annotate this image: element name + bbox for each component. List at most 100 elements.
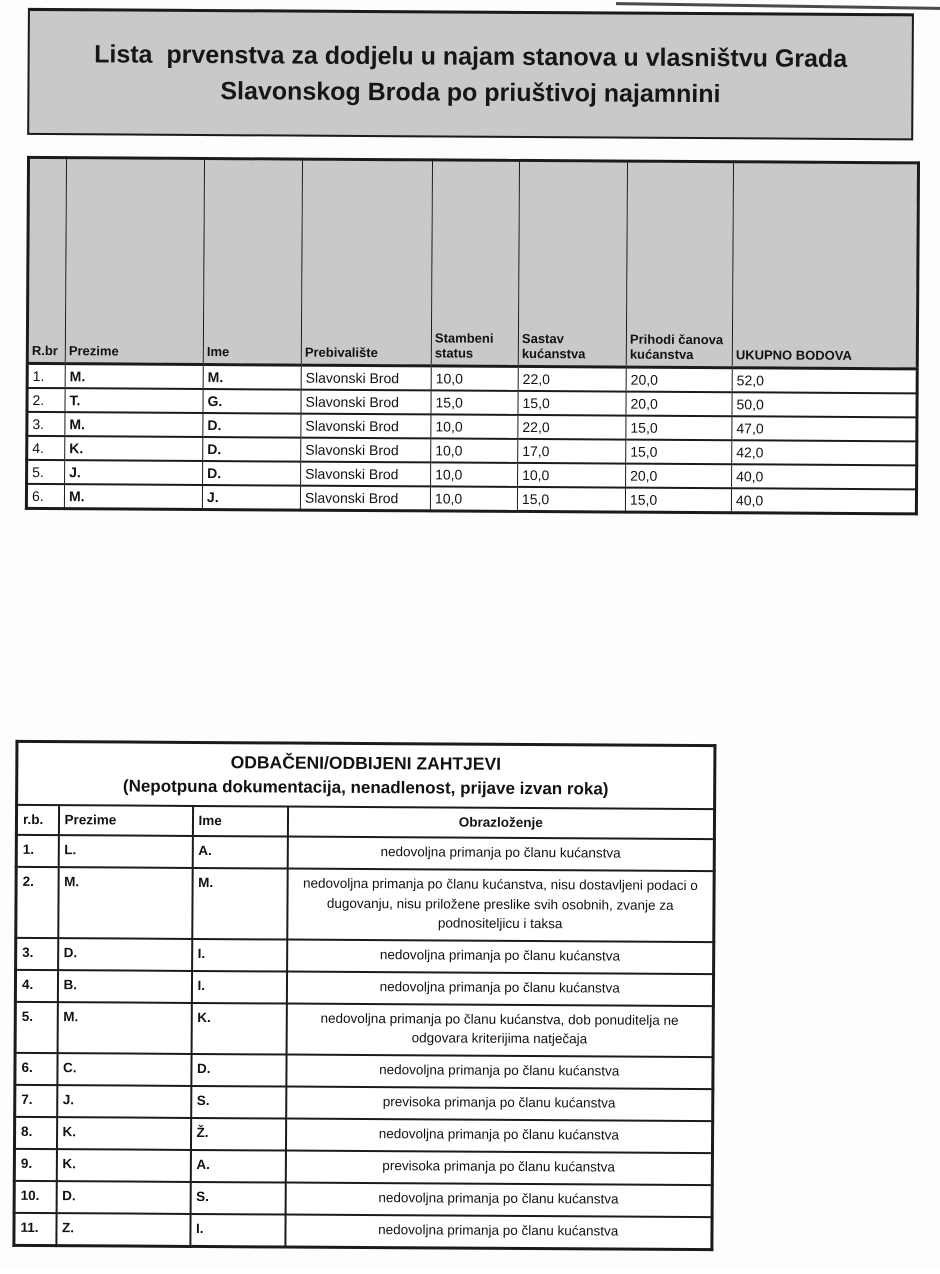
rb-cell: 2.: [15, 866, 59, 938]
prezime-cell: J.: [64, 460, 203, 486]
ime-cell: Ž.: [190, 1117, 286, 1151]
prezime-cell: Z.: [55, 1212, 191, 1247]
obrazlozenje-cell: nedovoljna primanja po članu kućanstva: [286, 971, 714, 1006]
rejected-table-row: 7. J. S. previsoka primanja po članu kućans…: [14, 1084, 713, 1121]
obrazlozenje-cell: previsoka primanja po članu kućanstva: [285, 1150, 713, 1185]
ime-cell: A.: [190, 1149, 286, 1183]
prebivaliste-cell: Slavonski Brod: [300, 413, 431, 439]
prebivaliste-cell: Slavonski Brod: [300, 437, 431, 463]
rb-cell: 9.: [14, 1148, 57, 1181]
rbr-cell: 1.: [27, 363, 66, 389]
prezime-cell: M.: [57, 867, 193, 939]
rbr-cell: 5.: [26, 459, 65, 485]
rb-cell: 8.: [14, 1116, 57, 1149]
ukupno-bodova-cell: 52,0: [732, 367, 918, 394]
prebivaliste-cell: Slavonski Brod: [300, 485, 431, 511]
prezime-cell: K.: [64, 436, 203, 462]
ime-cell: I.: [191, 970, 287, 1004]
rbr-cell: 4.: [26, 435, 65, 461]
rejected-column-header-3: Ime: [192, 805, 288, 837]
prezime-cell: D.: [57, 937, 192, 971]
rejected-column-header-4: Obrazloženje: [287, 806, 715, 840]
rbr-cell: 6.: [26, 483, 65, 509]
prezime-cell: J.: [56, 1084, 191, 1118]
rejected-table-row: 1. L. A. nedovoljna primanja po članu kućan…: [16, 834, 715, 872]
obrazlozenje-cell: nedovoljna primanja po članu kućanstva, …: [286, 1003, 714, 1057]
rejected-requests-table: ODBAČENI/ODBIJENI ZAHTJEVI (Nepotpuna do…: [12, 739, 717, 1251]
ime-cell: G.: [202, 389, 302, 414]
rbr-cell: 3.: [26, 411, 65, 437]
scan-edge-artifact: [615, 2, 940, 10]
prezime-cell: B.: [57, 969, 192, 1003]
obrazlozenje-cell: nedovoljna primanja po članu kućanstva: [285, 1182, 713, 1217]
prezime-cell: T.: [64, 388, 204, 414]
rejected-table-row: 11. Z. I. nedovoljna primanja po članu kuća…: [13, 1212, 713, 1250]
obrazlozenje-cell: nedovoljna primanja po članu kućanstva: [285, 1118, 713, 1153]
prezime-cell: M.: [65, 363, 204, 390]
rb-cell: 3.: [15, 937, 58, 970]
priority-table-row: 6. M. J. Slavonski Brod 10,0 15,0 15,0 40,0: [26, 483, 917, 514]
ime-cell: I.: [191, 938, 287, 972]
ime-cell: A.: [192, 835, 288, 869]
ime-cell: M.: [203, 364, 302, 390]
rejected-column-header-2: Prezime: [58, 805, 193, 836]
prihodi-cell: 15,0: [625, 415, 732, 441]
prihodi-cell: 20,0: [625, 391, 733, 417]
priority-column-header-8: UKUPNO BODOVA: [732, 161, 919, 369]
prihodi-cell: 15,0: [625, 487, 732, 513]
ime-cell: D.: [190, 1053, 287, 1087]
prihodi-cell: 15,0: [625, 439, 732, 465]
rejected-table-row: 10. D. S. nedovoljna primanja po članu kuća…: [14, 1180, 713, 1217]
priority-column-header-4: Prebivalište: [301, 159, 433, 366]
prezime-cell: D.: [56, 1180, 191, 1214]
stambeni-status-cell: 10,0: [430, 438, 518, 463]
prezime-cell: C.: [56, 1052, 192, 1086]
obrazlozenje-cell: nedovoljna primanja po članu kućanstva, …: [286, 868, 715, 942]
rejected-table-row: 4. B. I. nedovoljna primanja po članu kućan…: [15, 969, 714, 1006]
rbr-cell: 2.: [26, 387, 66, 413]
ukupno-bodova-cell: 40,0: [731, 488, 917, 514]
ime-cell: D.: [202, 461, 301, 486]
rejected-table-row: 2. M. M. nedovoljna primanja po članu kućan…: [15, 866, 715, 942]
rejected-table-title-row: ODBAČENI/ODBIJENI ZAHTJEVI (Nepotpuna do…: [16, 741, 716, 810]
rejected-table-row: 3. D. I. nedovoljna primanja po članu kućan…: [15, 937, 714, 974]
sastav-kucanstva-cell: 15,0: [517, 390, 627, 416]
sastav-kucanstva-cell: 22,0: [517, 414, 626, 440]
priority-column-header-1: R.br: [27, 157, 67, 364]
document-title-block: Lista prvenstva za dodjelu u najam stano…: [27, 7, 914, 141]
rb-cell: 4.: [15, 969, 58, 1002]
prebivaliste-cell: Slavonski Brod: [301, 365, 432, 391]
ukupno-bodova-cell: 42,0: [731, 440, 917, 466]
rejected-table-header-row: r.b. Prezime Ime Obrazloženje: [16, 804, 715, 840]
obrazlozenje-cell: nedovoljna primanja po članu kućanstva: [287, 836, 715, 872]
prezime-cell: L.: [58, 835, 193, 868]
priority-column-header-3: Ime: [203, 158, 303, 366]
rb-cell: 6.: [14, 1052, 58, 1085]
priority-column-header-7: Prihodi čanova kućanstva: [626, 161, 734, 368]
rejected-table-row: 8. K. Ž. nedovoljna primanja po članu kućan…: [14, 1116, 713, 1153]
sastav-kucanstva-cell: 10,0: [517, 462, 626, 488]
document-title-line2: Slavonskog Broda po priuštivoj najamnini: [220, 77, 721, 109]
priority-column-header-5: Stambeni status: [431, 159, 520, 367]
rb-cell: 5.: [15, 1001, 58, 1053]
priority-table-header-row: R.br Prezime Ime Prebivalište Stambeni statu…: [27, 157, 919, 369]
prebivaliste-cell: Slavonski Brod: [300, 389, 432, 415]
rejected-table-row: 6. C. D. nedovoljna primanja po članu kućan…: [14, 1052, 714, 1089]
ukupno-bodova-cell: 50,0: [731, 392, 918, 418]
stambeni-status-cell: 15,0: [430, 390, 519, 415]
ime-cell: M.: [191, 867, 288, 940]
obrazlozenje-cell: nedovoljna primanja po članu kućanstva: [285, 1054, 714, 1089]
stambeni-status-cell: 10,0: [430, 462, 518, 487]
sastav-kucanstva-cell: 15,0: [517, 486, 626, 513]
priority-column-header-2: Prezime: [65, 157, 205, 365]
sastav-kucanstva-cell: 22,0: [518, 366, 627, 392]
priority-column-header-6: Sastav kućanstva: [518, 160, 628, 368]
rejected-table-row: 5. M. K. nedovoljna primanja po članu kućan…: [15, 1001, 714, 1057]
prihodi-cell: 20,0: [626, 367, 733, 393]
ime-cell: D.: [202, 437, 301, 462]
ime-cell: S.: [190, 1085, 286, 1119]
ukupno-bodova-cell: 47,0: [731, 416, 917, 442]
obrazlozenje-cell: nedovoljna primanja po članu kućanstva: [286, 939, 714, 974]
prezime-cell: M.: [64, 484, 203, 510]
